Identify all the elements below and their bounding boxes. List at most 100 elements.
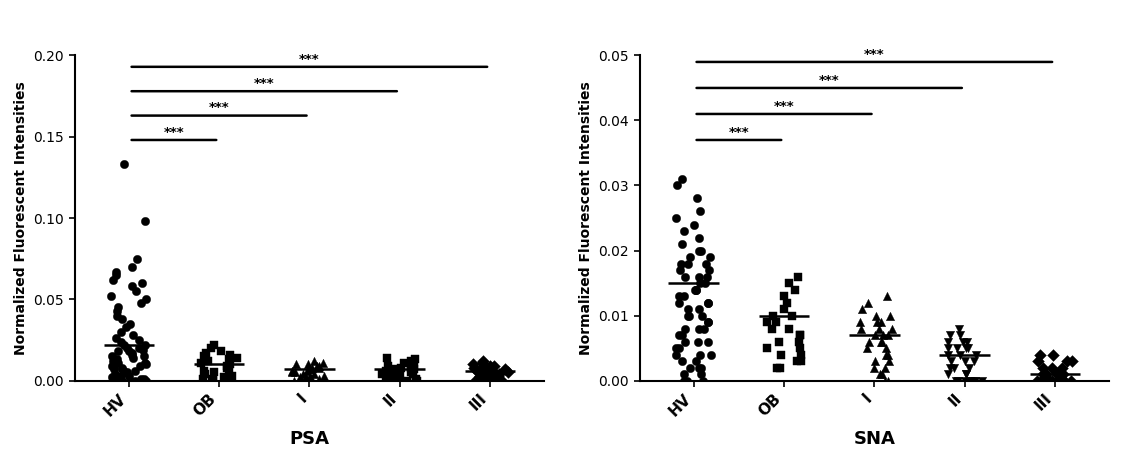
Point: [291, 374, 309, 381]
Point: [852, 325, 870, 332]
X-axis label: SNA: SNA: [853, 430, 895, 448]
Point: [474, 358, 492, 365]
Point: [860, 338, 878, 345]
Point: [1054, 377, 1072, 384]
Point: [285, 377, 303, 384]
Point: [869, 325, 887, 332]
Point: [202, 344, 220, 352]
Point: [879, 331, 897, 339]
Point: [491, 371, 509, 378]
Point: [107, 371, 125, 378]
Point: [211, 347, 229, 355]
Point: [673, 358, 691, 365]
Point: [218, 377, 236, 384]
Y-axis label: Normalized Fluorescent Intensities: Normalized Fluorescent Intensities: [13, 81, 28, 355]
Point: [688, 338, 706, 345]
Point: [694, 377, 712, 384]
Point: [1042, 364, 1060, 371]
Point: [220, 365, 238, 373]
Point: [858, 344, 876, 352]
Point: [691, 351, 709, 358]
Point: [106, 365, 124, 373]
Point: [137, 361, 155, 368]
Point: [1034, 364, 1052, 371]
Point: [136, 359, 154, 366]
Point: [679, 260, 697, 267]
Point: [108, 307, 126, 314]
Point: [198, 349, 216, 357]
Point: [783, 312, 801, 319]
Point: [120, 372, 138, 379]
X-axis label: PSA: PSA: [290, 430, 329, 448]
Point: [408, 377, 426, 384]
Point: [792, 331, 810, 339]
Point: [883, 325, 901, 332]
Point: [792, 351, 810, 358]
Point: [670, 266, 688, 274]
Point: [220, 356, 238, 363]
Point: [942, 358, 960, 365]
Point: [380, 362, 398, 370]
Point: [381, 367, 399, 375]
Point: [675, 371, 693, 378]
Point: [391, 372, 409, 379]
Point: [294, 371, 312, 378]
Point: [1058, 358, 1076, 365]
Point: [941, 331, 959, 339]
Point: [135, 353, 153, 360]
Point: [770, 364, 788, 371]
Point: [758, 344, 776, 352]
Point: [305, 358, 323, 365]
Point: [701, 253, 719, 261]
Point: [1038, 377, 1056, 384]
Point: [780, 325, 798, 332]
Point: [1052, 377, 1070, 384]
Point: [464, 361, 482, 368]
Point: [673, 331, 691, 339]
Point: [877, 344, 895, 352]
Point: [130, 336, 148, 344]
Point: [124, 331, 141, 339]
Point: [867, 312, 885, 319]
Point: [291, 375, 309, 383]
Point: [283, 369, 301, 376]
Point: [103, 353, 121, 360]
Point: [310, 362, 328, 370]
Point: [868, 318, 886, 326]
Point: [221, 361, 239, 368]
Point: [402, 364, 420, 371]
Point: [405, 362, 423, 370]
Point: [957, 358, 975, 365]
Point: [112, 315, 130, 322]
Point: [853, 305, 871, 313]
Point: [120, 347, 138, 355]
Point: [385, 375, 403, 383]
Point: [791, 338, 809, 345]
Point: [131, 375, 149, 383]
Point: [779, 280, 797, 287]
Point: [667, 351, 685, 358]
Point: [486, 374, 504, 381]
Point: [310, 375, 328, 383]
Point: [194, 353, 212, 360]
Point: [951, 331, 969, 339]
Point: [964, 377, 982, 384]
Point: [133, 280, 150, 287]
Text: ***: ***: [299, 53, 320, 66]
Point: [1043, 377, 1061, 384]
Point: [668, 182, 686, 189]
Point: [403, 371, 421, 378]
Point: [667, 344, 685, 352]
Point: [939, 351, 957, 358]
Point: [137, 296, 155, 303]
Point: [778, 299, 796, 306]
Point: [1048, 371, 1066, 378]
Point: [775, 305, 793, 313]
Point: [206, 369, 223, 376]
Point: [112, 338, 130, 345]
Text: ***: ***: [164, 126, 184, 139]
Point: [218, 362, 236, 370]
Point: [764, 312, 782, 319]
Point: [493, 377, 511, 384]
Point: [1037, 371, 1054, 378]
